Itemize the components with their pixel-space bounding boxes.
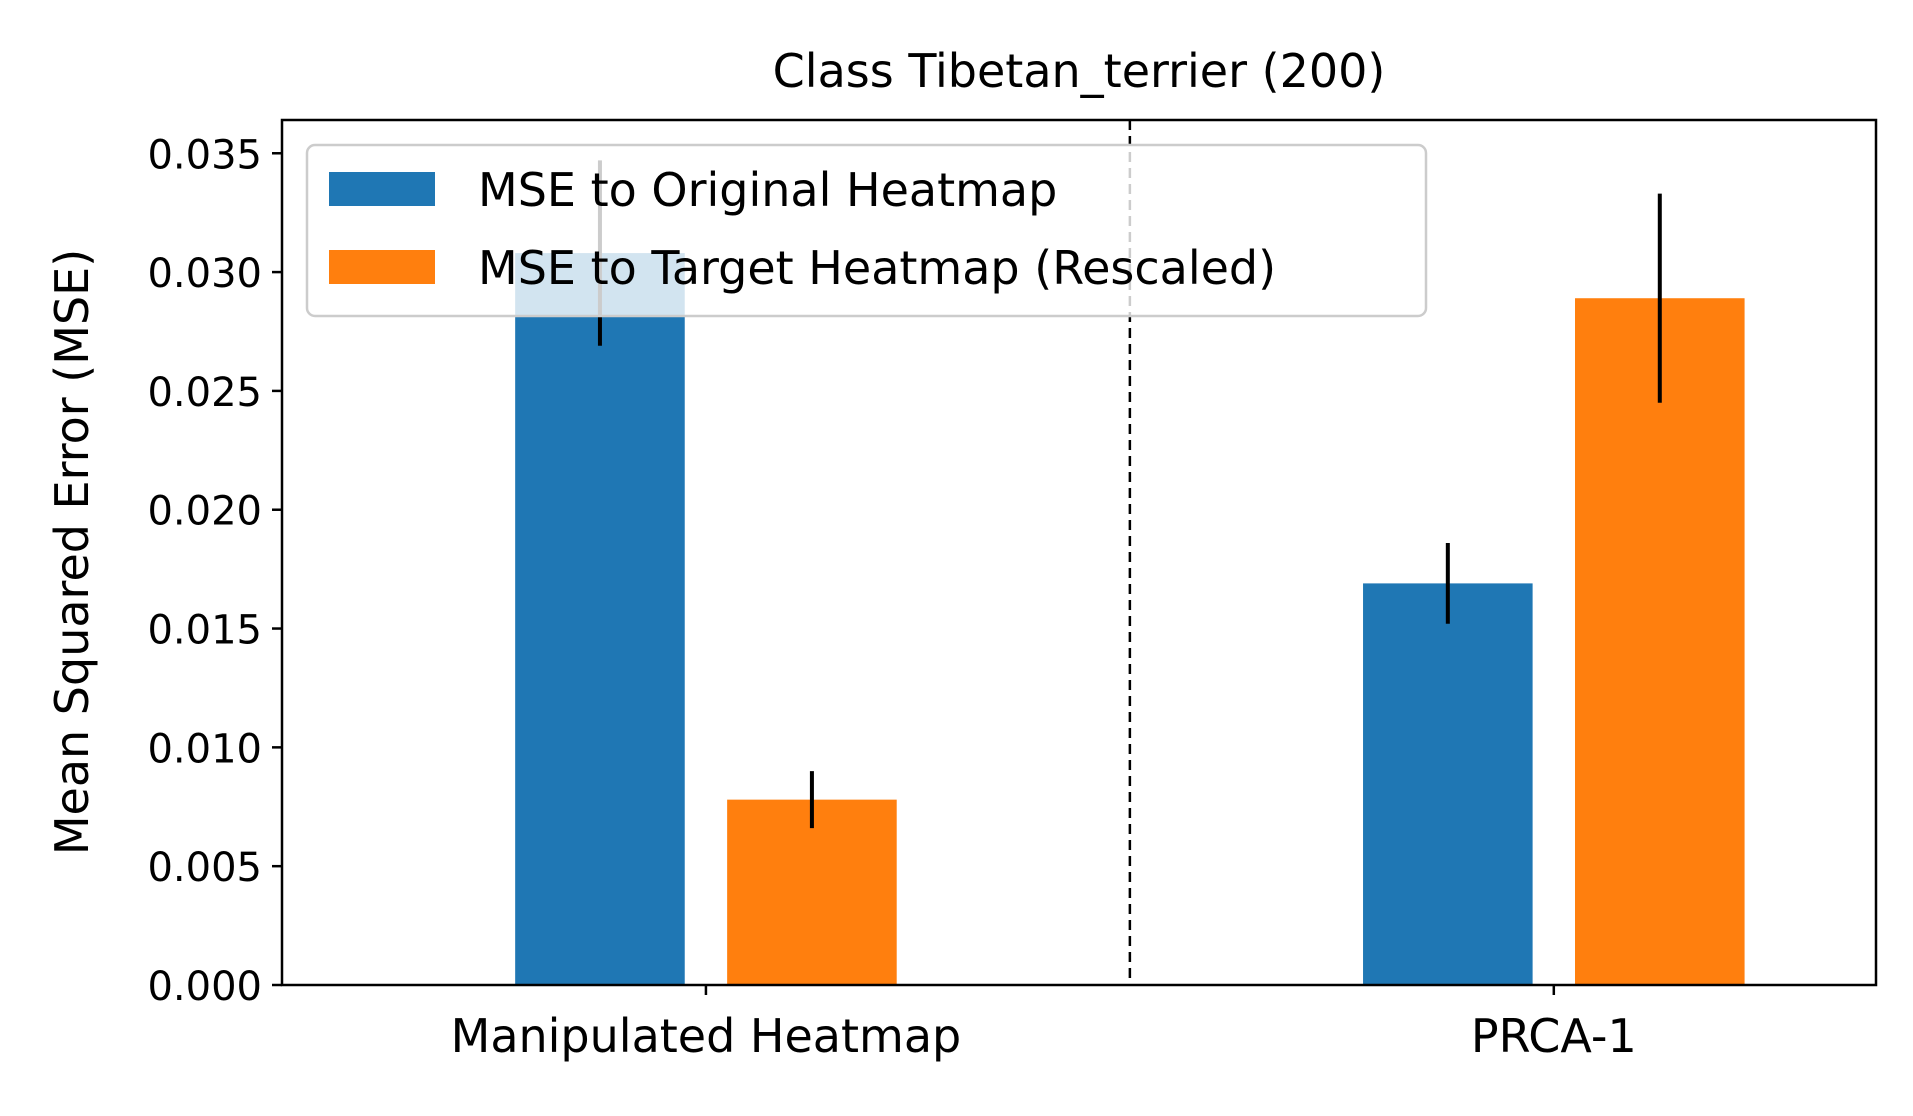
y-axis-label: Mean Squared Error (MSE) bbox=[45, 249, 99, 855]
legend: MSE to Original Heatmap MSE to Target He… bbox=[305, 143, 1428, 318]
y-tick-label: 0.005 bbox=[147, 845, 262, 891]
y-tick-label: 0.010 bbox=[147, 726, 262, 772]
legend-label-target: MSE to Target Heatmap (Rescaled) bbox=[478, 241, 1276, 295]
chart-title: Class Tibetan_terrier (200) bbox=[773, 44, 1386, 98]
legend-swatch-original bbox=[329, 172, 435, 206]
legend-swatch-target bbox=[329, 250, 435, 284]
bar bbox=[1363, 583, 1533, 985]
bar bbox=[1575, 298, 1745, 985]
x-tick-label: Manipulated Heatmap bbox=[451, 1009, 962, 1063]
x-tick-label: PRCA-1 bbox=[1471, 1009, 1637, 1063]
y-tick-label: 0.015 bbox=[147, 608, 262, 654]
y-tick-label: 0.035 bbox=[147, 132, 262, 178]
bar bbox=[515, 253, 685, 986]
bar bbox=[727, 799, 897, 985]
legend-box bbox=[305, 143, 1428, 318]
legend-label-original: MSE to Original Heatmap bbox=[478, 163, 1057, 217]
y-tick-label: 0.025 bbox=[147, 370, 262, 416]
axes-frame bbox=[280, 118, 1878, 987]
y-tick-label: 0.030 bbox=[147, 251, 262, 297]
y-tick-label: 0.000 bbox=[147, 964, 262, 1010]
y-tick-label: 0.020 bbox=[147, 489, 262, 535]
